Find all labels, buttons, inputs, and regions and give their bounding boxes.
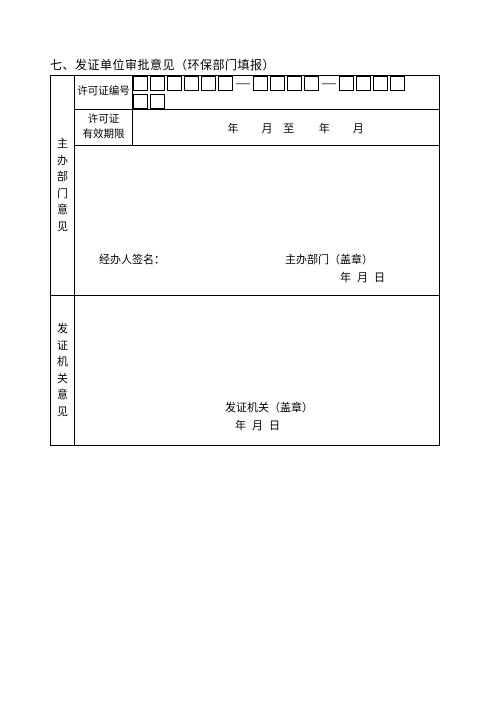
issue-org-vertical-label: 发 证 机 关 意 见 (51, 296, 75, 446)
permit-box[interactable] (133, 94, 148, 109)
permit-box[interactable] (390, 76, 405, 91)
host-dept-stamp-label: 主办部门（盖章） (285, 251, 425, 267)
permit-box[interactable] (270, 76, 285, 91)
dash-separator: — (321, 77, 337, 91)
permit-number-label: 许可证编号 (75, 76, 133, 110)
permit-box[interactable] (133, 76, 148, 91)
host-dept-date: 年月日 (75, 269, 439, 285)
permit-box[interactable] (218, 76, 233, 91)
handler-sign-label: 经办人签名： (99, 251, 285, 267)
host-dept-vertical-label: 主 办 部 门 意 见 (51, 76, 75, 296)
validity-label: 许可证 有效期限 (75, 110, 133, 146)
section-title: 七、发证单位审批意见（环保部门填报） (50, 56, 470, 73)
permit-box[interactable] (356, 76, 371, 91)
permit-box[interactable] (150, 94, 165, 109)
validity-period-cell: 年 月 至 年 月 (133, 110, 440, 146)
permit-box[interactable] (150, 76, 165, 91)
issue-org-opinion-area[interactable]: 发证机关（盖章） 年月日 (75, 296, 440, 446)
permit-box[interactable] (201, 76, 216, 91)
permit-box[interactable] (287, 76, 302, 91)
issue-org-stamp-label: 发证机关（盖章） (75, 399, 439, 415)
permit-box[interactable] (339, 76, 354, 91)
permit-box[interactable] (167, 76, 182, 91)
issue-org-date: 年月日 (75, 417, 439, 433)
permit-box[interactable] (304, 76, 319, 91)
permit-box[interactable] (253, 76, 268, 91)
approval-form-table: 主 办 部 门 意 见 许可证编号 — (50, 75, 440, 446)
dash-separator: — (235, 77, 251, 91)
permit-box[interactable] (373, 76, 388, 91)
permit-box[interactable] (184, 76, 199, 91)
permit-number-boxes: — — (133, 76, 440, 110)
host-dept-opinion-area[interactable]: 经办人签名： 主办部门（盖章） 年月日 (75, 146, 440, 296)
